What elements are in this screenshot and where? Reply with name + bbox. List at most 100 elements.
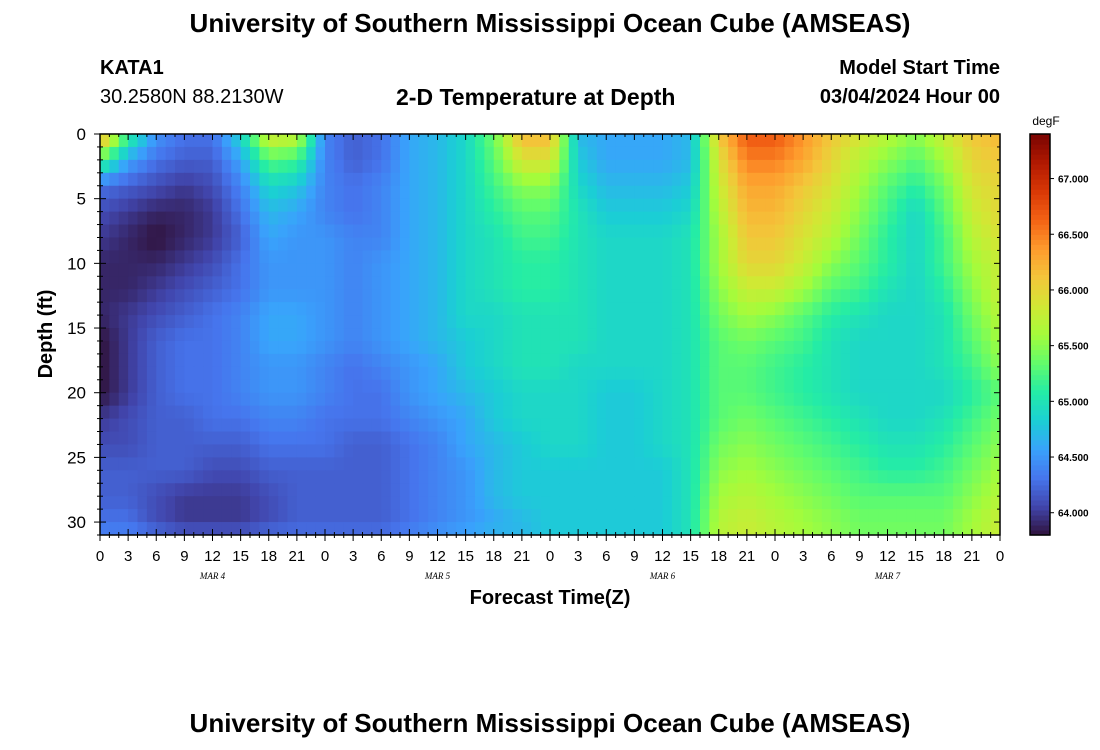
x-tick-label: 12	[429, 548, 446, 565]
heatmap-cell	[296, 509, 307, 523]
heatmap-cell	[962, 379, 973, 394]
heatmap-cell	[662, 250, 673, 264]
heatmap-cell	[587, 418, 598, 433]
heatmap-cell	[250, 185, 260, 200]
heatmap-cell	[859, 431, 870, 446]
heatmap-cell	[250, 509, 260, 523]
heatmap-cell	[362, 366, 373, 381]
heatmap-cell	[953, 392, 964, 407]
heatmap-cell	[240, 198, 251, 213]
heatmap-cell	[606, 302, 617, 316]
heatmap-cell	[325, 198, 335, 213]
heatmap-cell	[793, 263, 804, 277]
heatmap-cell	[146, 159, 157, 174]
heatmap-cell	[943, 237, 954, 252]
heatmap-cell	[709, 172, 720, 187]
heatmap-cell	[315, 418, 326, 433]
heatmap-cell	[306, 315, 317, 329]
heatmap-cell	[559, 198, 570, 213]
footer-title: University of Southern Mississippi Ocean…	[189, 708, 911, 738]
heatmap-cell	[821, 211, 832, 226]
heatmap-cell	[371, 392, 382, 407]
heatmap-cell	[362, 172, 373, 187]
heatmap-cell	[840, 185, 851, 200]
heatmap-cell	[718, 366, 729, 381]
heatmap-cell	[409, 522, 420, 535]
heatmap-cell	[287, 509, 298, 523]
heatmap-cell	[700, 431, 710, 446]
heatmap-cell	[840, 224, 851, 239]
heatmap-cell	[484, 315, 495, 329]
heatmap-cell	[428, 522, 439, 535]
heatmap-cell	[109, 315, 120, 329]
heatmap-cell	[390, 431, 401, 446]
heatmap-cell	[287, 263, 298, 277]
heatmap-cell	[934, 172, 945, 187]
heatmap-cell	[128, 185, 139, 200]
heatmap-cell	[962, 134, 973, 148]
heatmap-cell	[831, 444, 842, 458]
heatmap-cell	[962, 289, 973, 303]
heatmap-cell	[887, 470, 898, 484]
heatmap-cell	[643, 224, 654, 239]
heatmap-cell	[193, 276, 204, 290]
heatmap-cell	[906, 392, 917, 407]
heatmap-cell	[118, 340, 129, 355]
heatmap-cell	[793, 470, 804, 484]
heatmap-cell	[306, 353, 317, 368]
heatmap-cell	[756, 224, 767, 239]
heatmap-cell	[568, 276, 579, 290]
heatmap-cell	[231, 185, 242, 200]
heatmap-cell	[456, 340, 467, 355]
heatmap-cell	[643, 431, 654, 446]
heatmap-cell	[175, 276, 185, 290]
heatmap-cell	[596, 263, 607, 277]
heatmap-cell	[775, 185, 785, 200]
heatmap-cell	[193, 509, 204, 523]
colorbar-cell	[1030, 504, 1050, 511]
heatmap-cell	[203, 172, 214, 187]
heatmap-cell	[559, 315, 570, 329]
heatmap-cell	[990, 366, 1000, 381]
heatmap-cell	[587, 315, 598, 329]
heatmap-cell	[596, 379, 607, 394]
heatmap-cell	[981, 224, 992, 239]
heatmap-cell	[953, 509, 964, 523]
colorbar-cell	[1030, 434, 1050, 441]
heatmap-cell	[493, 392, 504, 407]
heatmap-cell	[934, 224, 945, 239]
heatmap-cell	[990, 302, 1000, 316]
heatmap-cell	[221, 289, 232, 303]
heatmap-cell	[615, 522, 626, 535]
heatmap-cell	[625, 263, 635, 277]
heatmap-cell	[165, 444, 176, 458]
heatmap-cell	[400, 198, 410, 213]
heatmap-cell	[165, 315, 176, 329]
heatmap-cell	[775, 496, 785, 510]
heatmap-cell	[896, 392, 907, 407]
heatmap-cell	[700, 134, 710, 148]
heatmap-cell	[728, 237, 739, 252]
heatmap-cell	[531, 353, 542, 368]
heatmap-cell	[943, 302, 954, 316]
colorbar-cell	[1030, 394, 1050, 401]
heatmap-cell	[137, 250, 148, 264]
heatmap-cell	[662, 289, 673, 303]
heatmap-cell	[212, 522, 223, 535]
heatmap-cell	[765, 159, 776, 174]
heatmap-cell	[484, 237, 495, 252]
heatmap-cell	[128, 509, 139, 523]
heatmap-cell	[831, 431, 842, 446]
heatmap-cell	[306, 302, 317, 316]
heatmap-cell	[681, 263, 692, 277]
heatmap-cell	[362, 379, 373, 394]
heatmap-cell	[409, 302, 420, 316]
heatmap-cell	[878, 392, 889, 407]
heatmap-cell	[428, 392, 439, 407]
heatmap-cell	[831, 302, 842, 316]
heatmap-cell	[296, 340, 307, 355]
heatmap-cell	[137, 353, 148, 368]
heatmap-cell	[465, 509, 476, 523]
heatmap-cell	[521, 328, 532, 342]
heatmap-cell	[456, 146, 467, 161]
